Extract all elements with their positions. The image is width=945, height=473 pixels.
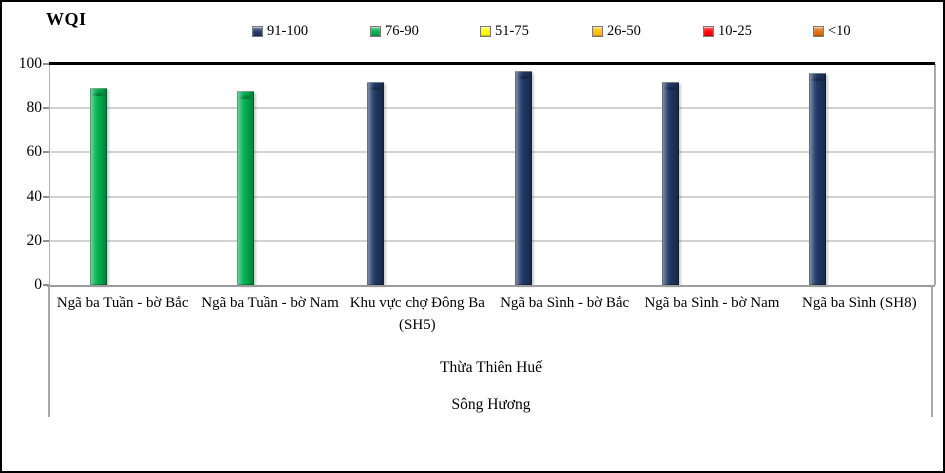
bar-top-bevel	[515, 71, 531, 79]
legend-label: 76-90	[385, 23, 419, 39]
legend-label: <10	[828, 23, 851, 39]
category-label: Khu vực chợ Đông Ba (SH5)	[349, 295, 485, 333]
legend-item-91-100: 91-100	[252, 23, 308, 40]
gridline-100	[49, 62, 935, 65]
bar-ngã-ba-sình---bờ-nam	[662, 81, 679, 285]
bar-ngã-ba-tuần---bờ-bắc	[89, 88, 107, 285]
bar-ngã-ba-sình-(sh8)	[809, 72, 827, 285]
legend-item-lt10: <10	[813, 23, 851, 40]
legend-label: 26-50	[607, 23, 641, 39]
y-axis-tick	[43, 239, 49, 242]
legend-label: 10-25	[718, 23, 752, 39]
category-label: Ngã ba Tuần - bờ Bắc	[56, 295, 189, 311]
plot-area	[49, 64, 936, 285]
category-axis-right-line	[931, 285, 933, 417]
bar-top-bevel	[90, 89, 106, 97]
gridline	[50, 239, 934, 242]
gridline	[50, 107, 934, 110]
category-label: Ngã ba Tuần - bờ Nam	[201, 295, 339, 311]
y-axis-tick-label: 80	[26, 99, 43, 117]
y-axis-tick	[43, 107, 49, 110]
y-axis-tick	[43, 151, 49, 154]
bar-top-bevel	[663, 82, 678, 90]
category-label: Ngã ba Sình (SH8)	[802, 295, 917, 311]
legend-swatch-76-90	[370, 26, 381, 37]
y-axis-tick	[43, 63, 49, 65]
y-axis-tick-label: 0	[34, 276, 42, 293]
y-axis-tick-label: 40	[26, 187, 43, 205]
legend-label: 51-75	[495, 23, 529, 39]
legend-swatch-26-50	[592, 26, 603, 37]
legend-item-51-75: 51-75	[480, 23, 529, 40]
category-label: Ngã ba Sình - bờ Bắc	[500, 295, 630, 311]
legend-swatch-91-100	[252, 26, 263, 37]
legend-item-10-25: 10-25	[703, 23, 752, 40]
y-axis-tick	[43, 195, 49, 198]
gridline	[50, 195, 934, 198]
category-label: Ngã ba Sình - bờ Nam	[644, 295, 780, 311]
axis-group-label-province: Thừa Thiên Huế	[440, 359, 542, 376]
legend-item-26-50: 26-50	[592, 23, 641, 40]
y-axis-tick-label: 20	[26, 231, 43, 249]
bar-khu-vực-chợ-đông-ba-(sh5)	[367, 81, 385, 285]
category-axis-left-line	[48, 285, 50, 417]
legend-swatch-lt10	[813, 26, 824, 37]
legend-item-76-90: 76-90	[370, 23, 419, 40]
x-axis-category-labels: Ngã ba Tuần - bờ Bắc Ngã ba Tuần - bờ Na…	[49, 293, 933, 337]
legend-label: 91-100	[267, 23, 309, 39]
bar-ngã-ba-sình---bờ-bắc	[514, 70, 532, 285]
gridline	[50, 151, 934, 154]
y-axis-tick	[43, 284, 49, 286]
axis-group-label-river: Sông Hương	[451, 396, 531, 413]
y-axis-tick-label: 100	[18, 55, 42, 72]
chart-title: WQI	[46, 9, 87, 29]
bar-top-bevel	[368, 82, 384, 90]
bar-top-bevel	[810, 73, 826, 81]
bar-ngã-ba-tuần---bờ-nam	[237, 90, 254, 285]
x-axis-line	[47, 285, 935, 287]
legend-swatch-10-25	[703, 26, 714, 37]
legend-swatch-51-75	[480, 26, 491, 37]
y-axis-tick-label: 60	[26, 143, 43, 161]
bar-top-bevel	[238, 91, 253, 99]
